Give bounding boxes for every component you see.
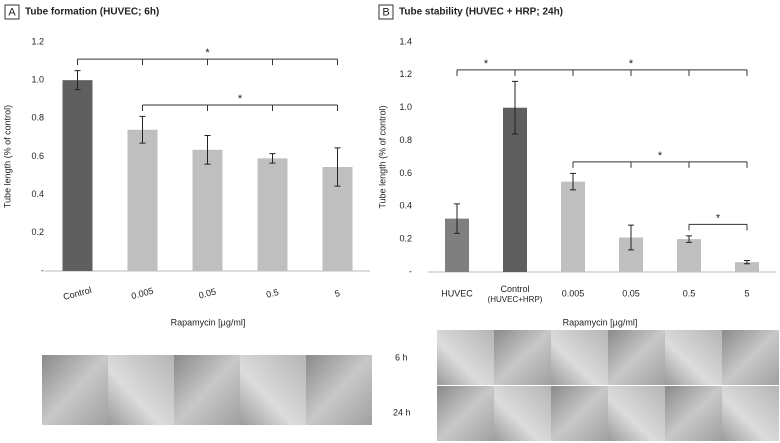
x-tick-label: 5 [744,288,749,298]
bar [62,80,93,272]
error-bar [512,80,518,135]
significance-bracket [688,223,748,231]
chart-title: Tube stability (HUVEC + HRP; 24h) [399,7,563,18]
x-tick-label: 0.5 [683,288,696,298]
micrographs-a [42,355,372,425]
error-bar [744,260,750,265]
x-tick-label: Control [62,285,93,302]
x-tick-label: 5 [334,288,341,299]
x-tick-label: HUVEC [441,288,473,298]
bar [257,158,288,271]
y-tick-label: 0.4 [399,201,412,211]
significance-label: * [629,58,634,70]
significance-bracket [142,104,338,111]
y-tick-label: 0.4 [31,189,44,199]
y-tick-label: 0.2 [31,227,44,237]
y-tick-label: 0.8 [399,135,412,145]
error-bar [628,224,634,251]
y-tick-label: 1.0 [31,75,44,85]
error-bar [570,172,576,191]
image-row-label: 24 h [393,407,411,417]
y-tick-label: 0.6 [31,151,44,161]
y-tick-label: - [41,265,44,275]
error-bar [686,235,692,243]
y-tick-label: - [409,266,412,276]
chart-title: Tube formation (HUVEC; 6h) [25,7,159,18]
significance-label: * [716,212,721,224]
error-bar [454,203,460,234]
bar [192,149,223,271]
y-tick-label: 1.2 [399,69,412,79]
bar [677,239,701,272]
x-tick-label: 0.005 [562,288,585,298]
y-tick-label: 0.2 [399,234,412,244]
image-row-label: 6 h [395,352,408,362]
y-tick-label: 0.8 [31,113,44,123]
x-axis-title: Rapamycin [µg/ml] [171,317,246,327]
panel-box [4,4,20,20]
bar [503,107,527,272]
panel-label: A [8,6,16,18]
significance-bracket [77,58,338,66]
micrographs-b [437,330,779,441]
bar [127,129,158,271]
significance-bracket [514,69,748,76]
significance-label: * [238,93,243,105]
y-tick-label: 1.2 [31,36,44,46]
significance-label: * [484,58,489,70]
significance-bracket [572,161,748,168]
y-axis-title: Tube length (% of control) [2,105,12,208]
bar [561,181,585,272]
x-tick-label: 0.005 [130,286,154,301]
x-axis-title: Rapamycin [µg/ml] [563,317,638,327]
panel-label: B [382,6,389,18]
bar [735,262,759,272]
error-bar [139,115,146,144]
y-axis-title: Tube length (% of control) [377,105,387,208]
significance-label: * [205,47,210,59]
error-bar [269,153,276,164]
y-tick-label: 0.6 [399,168,412,178]
y-tick-label: 1.4 [399,36,412,46]
x-tick-label: 0.05 [198,286,218,300]
y-tick-label: 1.0 [399,102,412,112]
x-tick-label: 0.5 [265,287,280,300]
significance-label: * [658,150,663,162]
error-bar [334,147,341,187]
x-tick-label: Control (HUVEC+HRP) [488,284,543,304]
x-tick-label: 0.05 [622,288,640,298]
error-bar [74,70,81,91]
significance-bracket [456,69,516,76]
error-bar [204,135,211,165]
panel-box [378,4,394,20]
